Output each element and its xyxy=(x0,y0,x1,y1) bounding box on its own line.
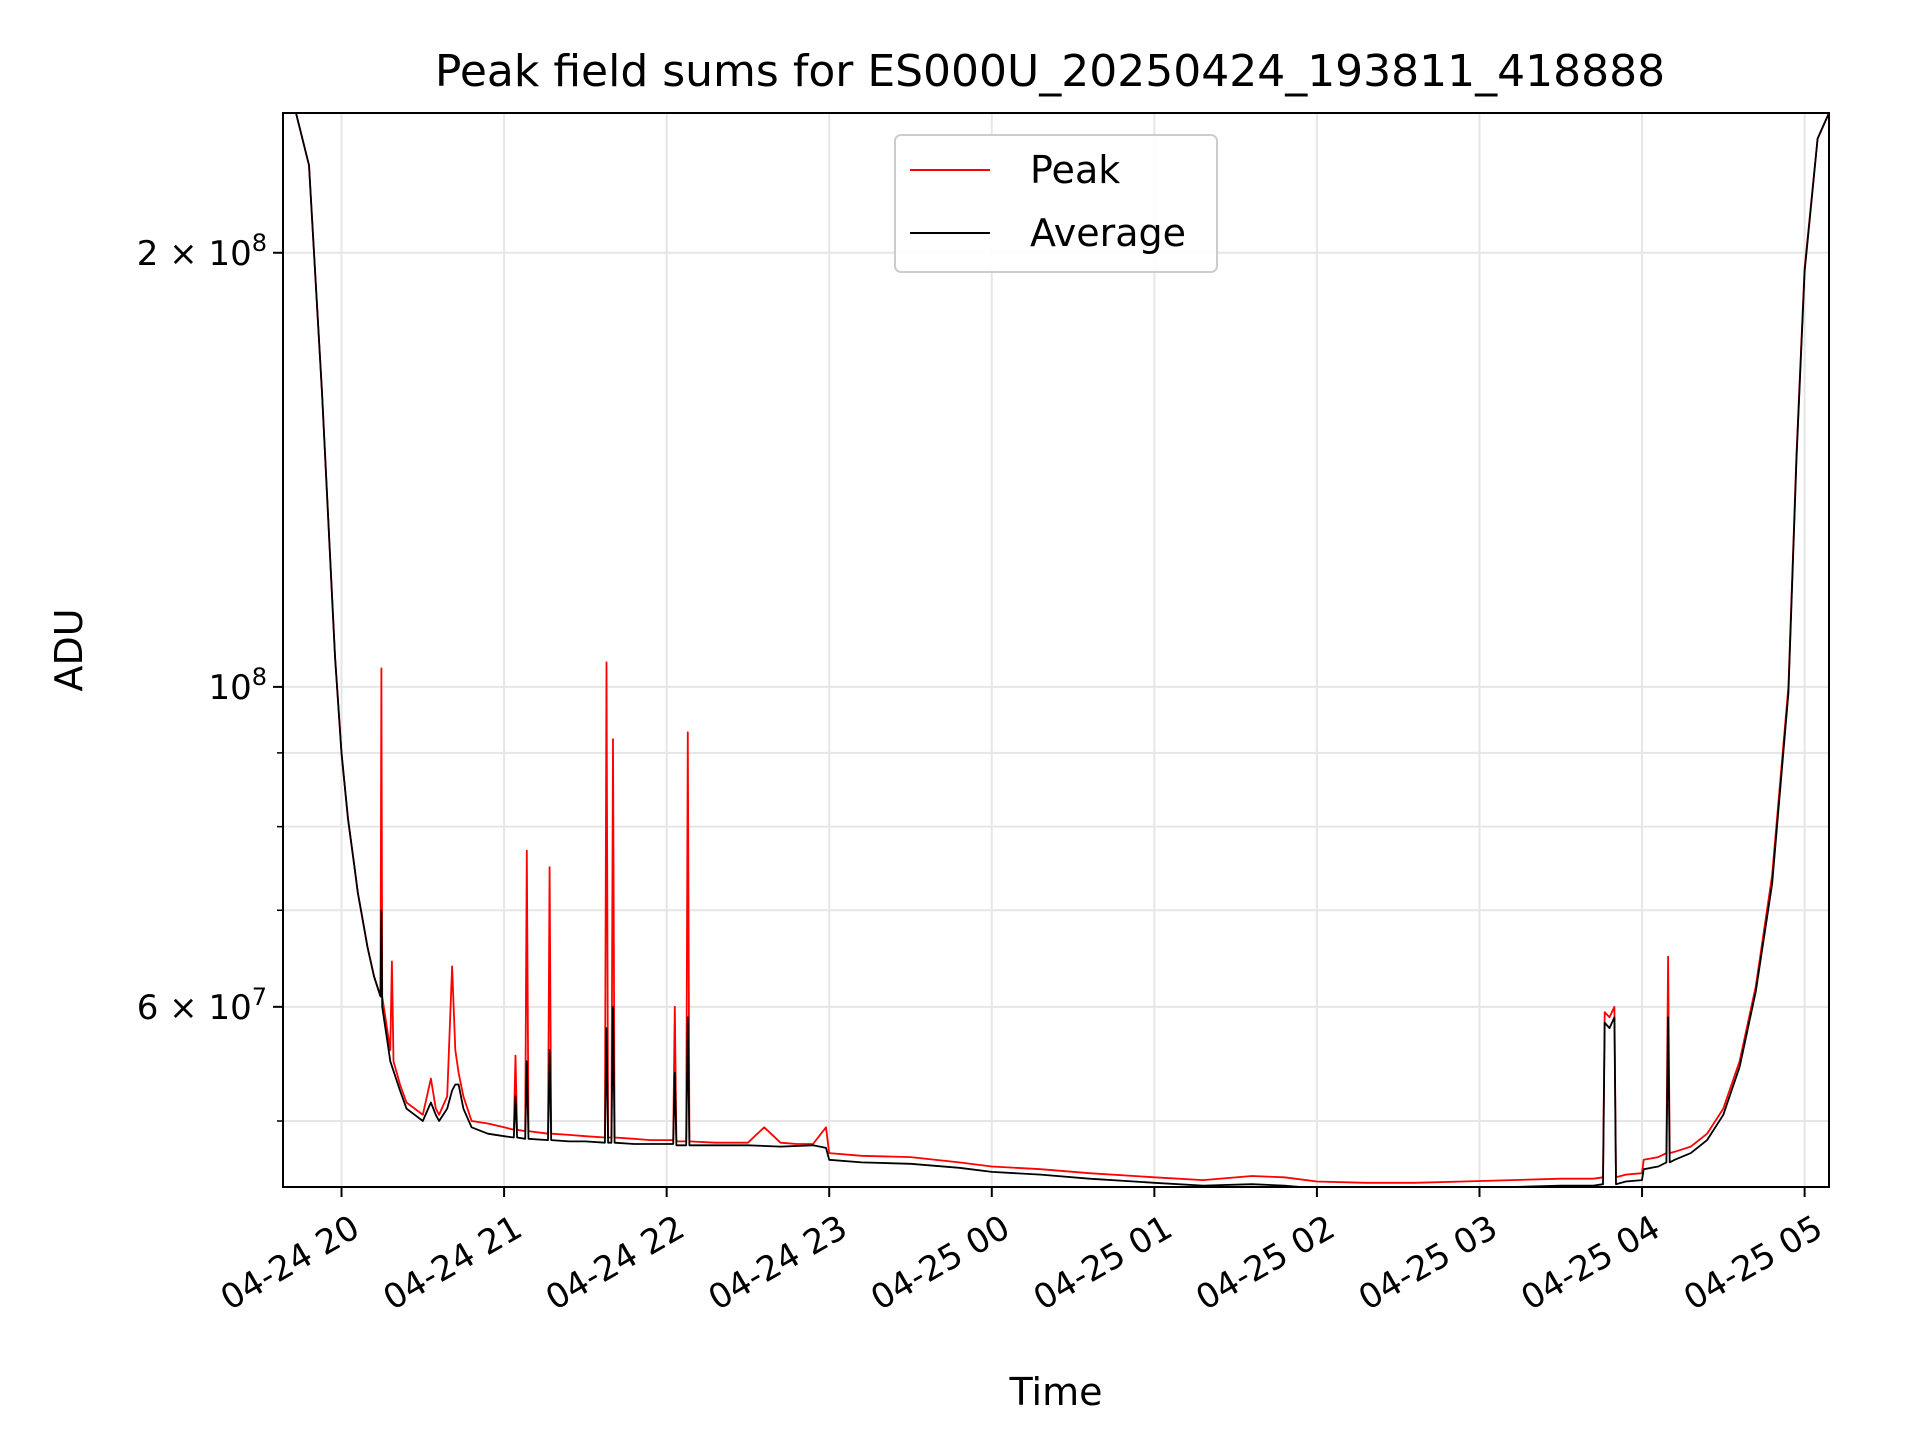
legend-peak-label: Peak xyxy=(1030,148,1120,192)
y-tick-label: 2 × 108 xyxy=(137,229,267,274)
y-axis-label: ADU xyxy=(47,608,91,691)
series-layer xyxy=(283,113,1829,1187)
legend-average-label: Average xyxy=(1030,211,1186,255)
y-tick-label: 108 xyxy=(208,663,267,708)
chart-title: Peak field sums for ES000U_20250424_1938… xyxy=(435,46,1665,97)
plot-frame xyxy=(282,112,1830,1188)
legend: Peak Average xyxy=(894,134,1218,273)
y-tick-label: 6 × 107 xyxy=(137,983,267,1028)
y-axis-ticks: 2 × 108 108 6 × 107 xyxy=(137,229,283,1122)
series-line-average xyxy=(283,113,1829,1187)
x-axis-label: Time xyxy=(1009,1370,1103,1414)
